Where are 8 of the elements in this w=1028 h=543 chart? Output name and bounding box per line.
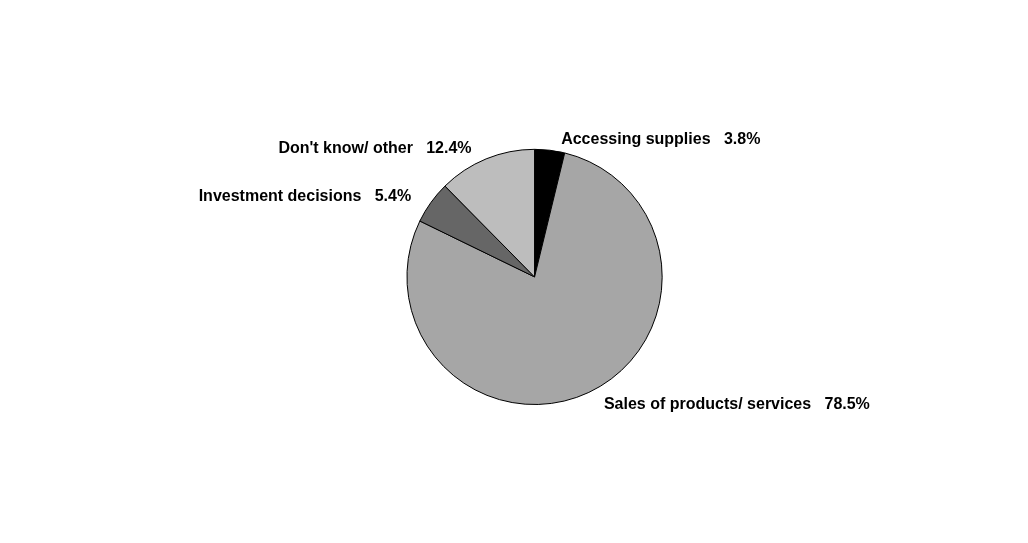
slice-label: Investment decisions — [198, 186, 362, 204]
slice-label: Sales of products/ services — [603, 394, 812, 412]
slice-label: Accessing supplies — [561, 129, 711, 147]
slice-label: Don't know/ other — [278, 139, 413, 157]
data-label: 12.4% — [426, 139, 472, 157]
data-label: 5.4% — [374, 186, 412, 204]
data-label: 78.5% — [824, 394, 870, 412]
data-label: 3.8% — [723, 129, 761, 147]
